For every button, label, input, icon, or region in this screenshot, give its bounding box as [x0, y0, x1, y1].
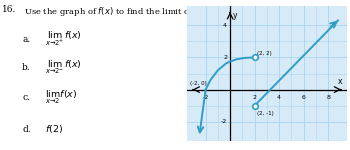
Text: (2, 2): (2, 2) [257, 51, 272, 56]
Text: $\lim_{x \to 2^-} f(x)$: $\lim_{x \to 2^-} f(x)$ [44, 59, 81, 76]
Text: Use the graph of $f(x)$ to find the limit of each:: Use the graph of $f(x)$ to find the limi… [24, 4, 219, 18]
Text: 16.: 16. [2, 4, 16, 14]
Text: b.: b. [22, 63, 31, 72]
Text: x: x [338, 77, 343, 86]
Text: 4: 4 [223, 23, 227, 28]
Text: $\lim_{x \to 2^+} f(x)$: $\lim_{x \to 2^+} f(x)$ [44, 30, 81, 48]
Text: a.: a. [22, 34, 30, 43]
Text: d.: d. [22, 124, 31, 134]
Text: $f(2)$: $f(2)$ [44, 123, 63, 135]
Text: y: y [232, 11, 237, 20]
Text: 2: 2 [223, 55, 227, 60]
Text: (2, -1): (2, -1) [257, 111, 274, 116]
Text: 4: 4 [277, 95, 281, 100]
Text: -2: -2 [221, 119, 227, 124]
Text: c.: c. [22, 93, 30, 102]
Text: -2: -2 [203, 95, 209, 100]
Text: (-2, 0): (-2, 0) [190, 81, 206, 86]
Text: 2: 2 [253, 95, 257, 100]
Text: $\lim_{x \to 2} f(x)$: $\lim_{x \to 2} f(x)$ [44, 89, 77, 106]
Text: 8: 8 [326, 95, 330, 100]
Text: 6: 6 [302, 95, 306, 100]
